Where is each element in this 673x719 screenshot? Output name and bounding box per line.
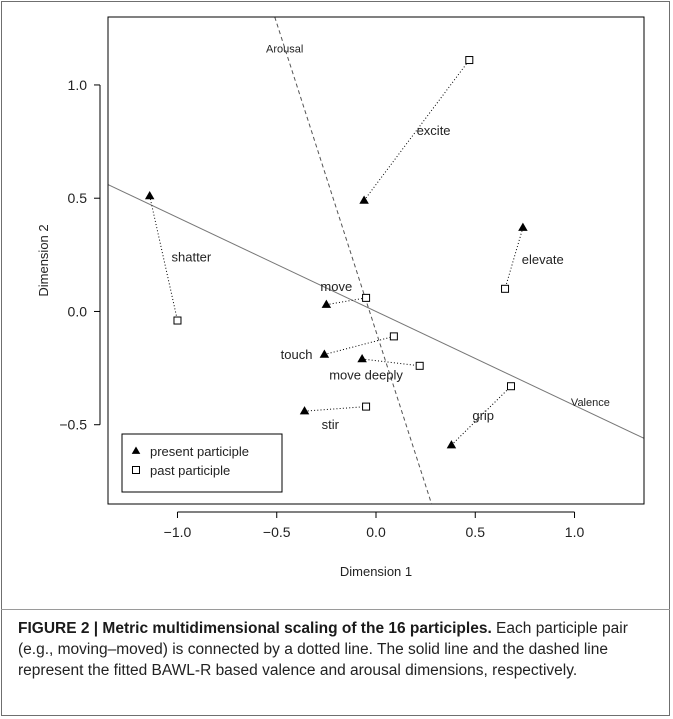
present-participle-point: [357, 354, 367, 363]
pair-connector-shatter: [149, 195, 178, 321]
x-tick-label: 1.0: [565, 524, 585, 540]
x-tick-label: 0.0: [366, 524, 386, 540]
past-participle-point: [389, 332, 398, 341]
y-tick-label: −0.5: [59, 417, 87, 433]
scatter-plot: Valence Arousal shatter excite elevate move to…: [36, 16, 645, 579]
present-participle-point: [144, 190, 155, 200]
pair-label-grip: grip: [472, 408, 494, 423]
legend-label: present participle: [150, 444, 249, 459]
plot-area-border: [107, 16, 645, 505]
past-participle-point: [173, 316, 182, 325]
past-participle-point: [362, 293, 371, 302]
pair-connector-stir: [304, 406, 367, 412]
past-participle-point: [501, 284, 510, 293]
x-tick-label: −1.0: [164, 524, 192, 540]
pair-connector-move-deeply: [362, 358, 420, 367]
x-axis-label: Dimension 1: [340, 564, 412, 579]
present-participle-point: [299, 406, 310, 415]
past-participle-point: [362, 402, 371, 411]
present-participle-point: [518, 222, 528, 231]
pair-label-elevate: elevate: [522, 252, 564, 267]
past-participle-point: [465, 56, 474, 65]
pair-label-move: move: [320, 279, 352, 294]
arousal-line-label: Arousal: [266, 44, 303, 56]
pair-connector-excite: [363, 59, 470, 201]
pair-label-stir: stir: [322, 417, 340, 432]
x-tick-label: −0.5: [263, 524, 291, 540]
present-participle-point: [321, 299, 332, 308]
present-participle-point: [359, 195, 369, 204]
x-tick-label: 0.5: [466, 524, 486, 540]
past-participle-point: [415, 361, 424, 370]
legend-square-icon: [132, 466, 140, 474]
figure-caption: FIGURE 2 | Metric multidimensional scali…: [18, 618, 658, 681]
caption-label: FIGURE 2 | Metric multidimensional scali…: [18, 620, 492, 637]
pair-connector-touch: [324, 335, 394, 355]
pair-connector-grip: [451, 385, 512, 446]
pair-label-touch: touch: [281, 347, 313, 362]
y-tick-label: 0.0: [68, 303, 88, 319]
pair-label-excite: excite: [417, 123, 451, 138]
pair-connector-move: [326, 297, 367, 306]
legend-triangle-icon: [131, 446, 141, 454]
pair-label-shatter: shatter: [172, 250, 212, 265]
present-participle-point: [446, 440, 457, 449]
pair-label-move-deeply: move deeply: [329, 367, 403, 382]
y-tick-label: 0.5: [68, 190, 88, 206]
y-tick-label: 1.0: [68, 77, 88, 93]
pair-connector-elevate: [504, 227, 524, 289]
present-participle-point: [319, 349, 330, 358]
caption-text: Each participle pair (e.g., moving–moved…: [18, 620, 628, 679]
valence-line-label: Valence: [571, 397, 610, 409]
arousal-line: [274, 17, 433, 504]
valence-line: [108, 184, 644, 439]
past-participle-point: [506, 382, 515, 391]
legend-box: [121, 433, 283, 493]
legend-label: past participle: [150, 463, 230, 478]
caption-divider: [1, 609, 670, 610]
y-axis-label: Dimension 2: [36, 224, 51, 296]
